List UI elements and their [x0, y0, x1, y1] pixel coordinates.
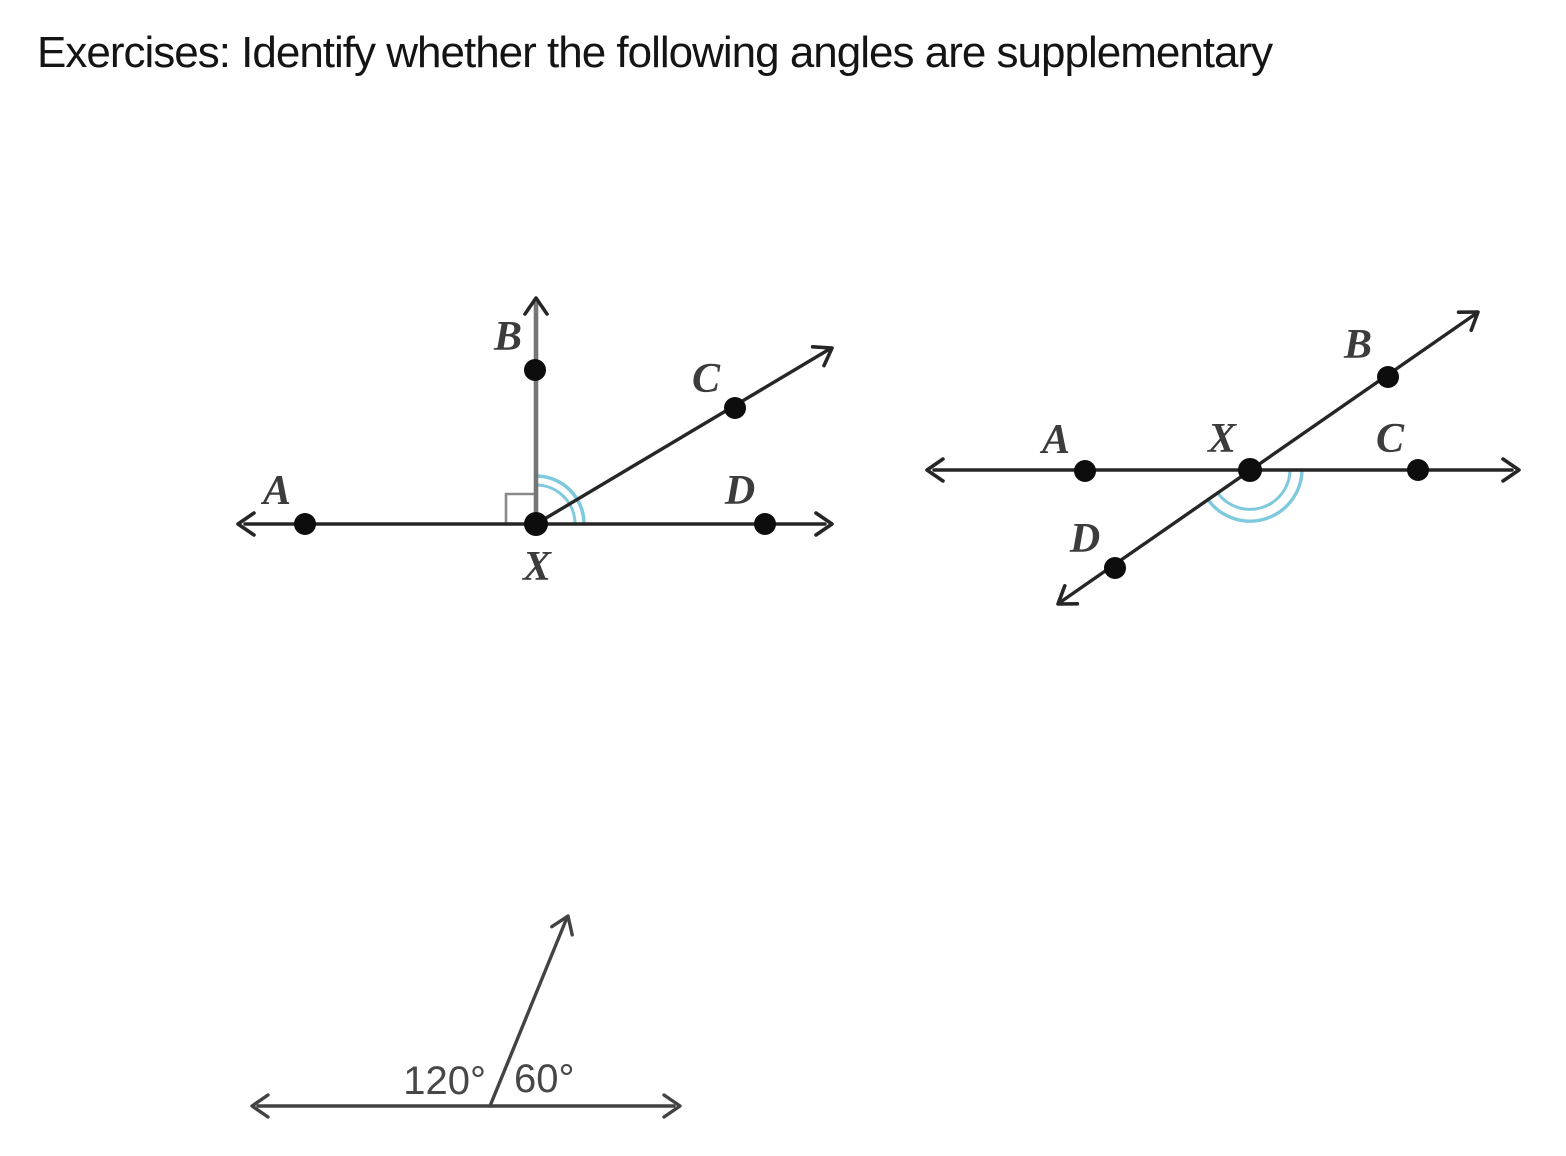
fig1-point-d-dot: [754, 513, 776, 535]
fig1-right-arrowhead-icon: [814, 511, 834, 537]
fig2-point-a-dot: [1074, 460, 1096, 482]
fig2-label-x: X: [1206, 416, 1237, 462]
fig2-label-b: B: [1343, 322, 1372, 368]
fig1-point-c-dot: [724, 397, 746, 419]
fig2-label-c: C: [1376, 416, 1405, 462]
fig1-diagonal-arrowhead-icon: [810, 345, 834, 368]
fig3-ray: [488, 918, 568, 1108]
fig1-angle-arc-inner: [534, 483, 577, 526]
fig1-angle-arc-outer: [534, 474, 586, 526]
fig1-right-angle-mark: [504, 492, 536, 524]
figure-2-intersecting-lines-diagram: A B C D X: [925, 310, 1521, 606]
fig1-point-a-dot: [294, 513, 316, 535]
fig3-angle-left-label: 120°: [403, 1059, 486, 1103]
fig2-point-c-dot: [1407, 459, 1429, 481]
fig1-left-arrowhead-icon: [236, 511, 256, 537]
fig1-label-d: D: [724, 468, 755, 514]
page-title: Exercises: Identify whether the followin…: [37, 28, 1273, 77]
fig1-label-c: C: [692, 356, 721, 402]
fig3-ray-arrowhead-icon: [550, 914, 574, 937]
fig2-left-arrowhead-icon: [925, 457, 945, 483]
fig2-label-d: D: [1069, 516, 1100, 562]
fig1-label-b: B: [493, 314, 522, 360]
fig3-right-arrowhead-icon: [662, 1093, 682, 1119]
fig2-ne-arrowhead-icon: [1456, 310, 1480, 332]
figure-1-right-angle-diagram: A B C D X: [236, 296, 834, 590]
fig2-angle-arc-outer: [1206, 468, 1304, 523]
fig2-label-a: A: [1039, 417, 1070, 463]
fig1-point-b-dot: [524, 359, 546, 381]
fig2-point-x-dot: [1238, 458, 1262, 482]
fig1-diagonal-ray: [534, 348, 830, 526]
fig1-label-a: A: [260, 468, 291, 514]
fig1-point-x-dot: [524, 512, 548, 536]
fig2-point-d-dot: [1104, 557, 1126, 579]
fig1-up-arrowhead-icon: [523, 296, 549, 316]
fig3-left-arrowhead-icon: [250, 1093, 270, 1119]
fig2-point-b-dot: [1377, 366, 1399, 388]
fig2-angle-arc-inner: [1216, 468, 1292, 511]
fig2-sw-arrowhead-icon: [1056, 584, 1080, 606]
fig2-right-arrowhead-icon: [1501, 457, 1521, 483]
figure-3-linear-pair-diagram: 120° 60°: [250, 914, 682, 1119]
fig3-angle-right-label: 60°: [514, 1057, 575, 1101]
fig1-label-x: X: [521, 544, 552, 590]
fig2-diagonal-line: [1060, 313, 1476, 603]
